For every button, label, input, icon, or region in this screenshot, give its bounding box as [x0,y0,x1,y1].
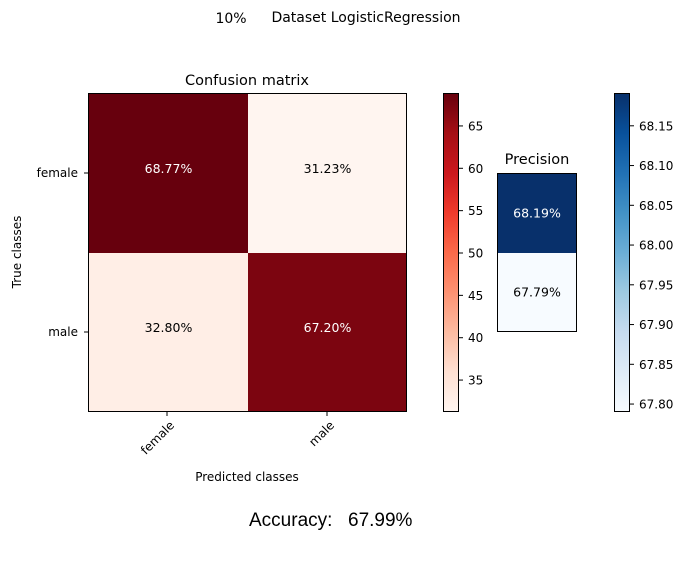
precision-title: Precision [505,152,570,168]
cm-title: Confusion matrix [185,73,309,89]
cm-colorbar-tick-label: 50 [468,247,483,261]
cm-cell [89,253,248,412]
accuracy-label: Accuracy: [249,510,332,531]
cm-colorbar-tick-label: 45 [468,289,483,303]
precision-cells: 68.19% 67.79% [498,174,576,332]
cm-ylabel: True classes [10,216,24,290]
cm-xtick-label-male: male [306,418,337,449]
precision-colorbar-tick-label: 67.80 [639,398,673,412]
cm-colorbar-tick-label: 60 [468,162,483,176]
precision-cell [498,253,576,332]
precision-colorbar-tick-label: 67.95 [639,278,673,292]
cm-cells: 68.77% 31.23% 32.80% 67.20% [89,94,407,412]
cm-ytick-label-female: female [37,166,78,180]
cm-ytick-label-male: male [48,325,78,339]
cm-colorbar-tick-label: 65 [468,119,483,133]
accuracy-value: 67.99% [348,510,413,531]
precision-colorbar-tick-label: 67.85 [639,358,673,372]
cm-colorbar-ticks: 35 40 45 50 55 60 65 [459,119,483,388]
precision-cell-label: 67.79% [513,285,561,300]
precision-cell-label: 68.19% [513,206,561,221]
cm-colorbar-tick-label: 40 [468,331,483,345]
precision-colorbar-tick-label: 67.90 [639,318,673,332]
precision-colorbar-tick-label: 68.15 [639,119,673,133]
suptitle: Dataset LogisticRegression [271,10,460,26]
precision-colorbar-ticks: 67.80 67.85 67.90 67.95 68.00 68.05 68.10 68.15 [630,119,673,412]
cm-colorbar-tick-label: 35 [468,374,483,388]
precision-cell [498,174,576,253]
cm-cell [248,253,407,412]
cm-colorbar-tick-label: 55 [468,204,483,218]
precision-colorbar-tick-label: 68.05 [639,199,673,213]
precision-colorbar [614,93,630,412]
suptitle-prefix: 10% [215,11,246,27]
precision-colorbar-tick-label: 68.10 [639,159,673,173]
cm-xlabel: Predicted classes [195,470,299,484]
cm-colorbar [443,93,459,412]
cm-cell-label: 68.77% [145,161,193,176]
cm-frame [88,93,407,412]
cm-cell [89,94,248,253]
cm-xtick-label-female: female [138,418,177,457]
cm-cell-label: 31.23% [304,161,352,176]
precision-frame [497,173,577,332]
cm-cell [248,94,407,253]
cm-cell-label: 67.20% [304,320,352,335]
precision-colorbar-tick-label: 68.00 [639,239,673,253]
cm-cell-label: 32.80% [145,320,193,335]
